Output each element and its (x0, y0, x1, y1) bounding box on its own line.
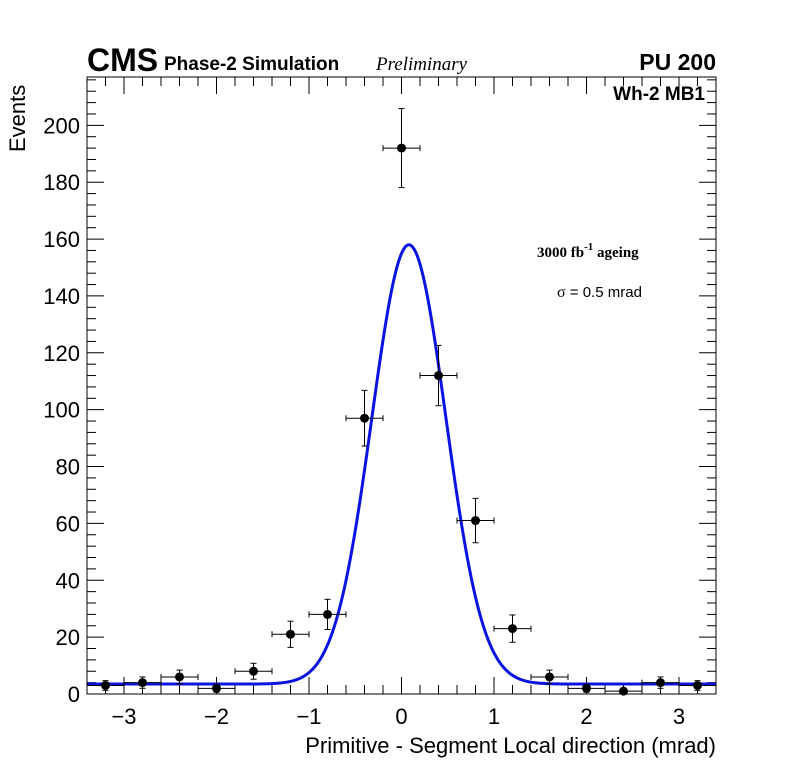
y-tick-label: 60 (56, 511, 80, 536)
x-tick-labels: −3 −2 −1 0 1 2 3 (111, 704, 685, 729)
data-marker (212, 683, 221, 693)
cms-label: CMS (87, 42, 158, 78)
x-tick-label: 2 (580, 704, 592, 729)
data-marker (545, 672, 554, 682)
x-tick-label: 3 (673, 704, 685, 729)
y-tick-label: 140 (43, 284, 80, 309)
sigma-annotation: σ = 0.5 mrad (557, 284, 642, 301)
axis-ticks (87, 77, 716, 695)
data-point (530, 669, 569, 685)
data-point (123, 676, 162, 689)
data-marker (101, 680, 110, 690)
x-tick-label: −1 (296, 704, 321, 729)
data-point (234, 662, 273, 680)
data-points-layer (86, 108, 717, 696)
data-marker (286, 629, 295, 639)
y-tick-labels: 0 20 40 60 80 100 120 140 160 180 200 (43, 113, 80, 707)
data-marker (138, 678, 147, 688)
data-marker (397, 143, 406, 153)
data-point (160, 669, 199, 685)
x-tick-label: −3 (111, 704, 136, 729)
data-point (197, 683, 236, 693)
fit-layer (87, 243, 716, 686)
data-point (345, 389, 384, 447)
data-point (308, 598, 347, 630)
data-point (604, 686, 643, 696)
data-marker (656, 678, 665, 688)
data-marker (434, 371, 443, 381)
y-tick-label: 20 (56, 625, 80, 650)
preliminary-label: Preliminary (375, 54, 468, 75)
data-point (641, 676, 680, 689)
data-marker (508, 624, 517, 634)
phase2-label: Phase-2 Simulation (164, 54, 339, 75)
x-axis-label: Primitive - Segment Local direction (mra… (305, 733, 716, 758)
y-tick-label: 180 (43, 170, 80, 195)
y-tick-label: 0 (68, 682, 80, 707)
data-marker (582, 683, 591, 693)
y-tick-label: 200 (43, 113, 80, 138)
x-tick-label: 1 (488, 704, 500, 729)
ageing-annotation: 3000 fb-1 ageing (537, 241, 639, 261)
chart-title: Wh-2 MB1 (613, 84, 705, 105)
pileup-label: PU 200 (639, 49, 716, 75)
y-tick-label: 40 (56, 568, 80, 593)
data-point (382, 108, 421, 189)
y-tick-label: 100 (43, 398, 80, 423)
x-tick-label: 0 (395, 704, 407, 729)
data-marker (693, 680, 702, 690)
data-point (678, 680, 717, 691)
data-marker (360, 413, 369, 423)
y-axis-label: Events (5, 85, 30, 152)
data-point (271, 620, 310, 648)
data-point (493, 614, 532, 643)
data-marker (175, 672, 184, 682)
data-marker (249, 666, 258, 676)
data-marker (619, 686, 628, 696)
y-tick-label: 120 (43, 341, 80, 366)
data-marker (323, 609, 332, 619)
fit-curve (87, 243, 716, 686)
x-tick-label: −2 (204, 704, 229, 729)
y-tick-label: 80 (56, 455, 80, 480)
data-point (419, 344, 458, 407)
data-point (456, 497, 495, 544)
data-marker (471, 516, 480, 526)
y-tick-label: 160 (43, 227, 80, 252)
